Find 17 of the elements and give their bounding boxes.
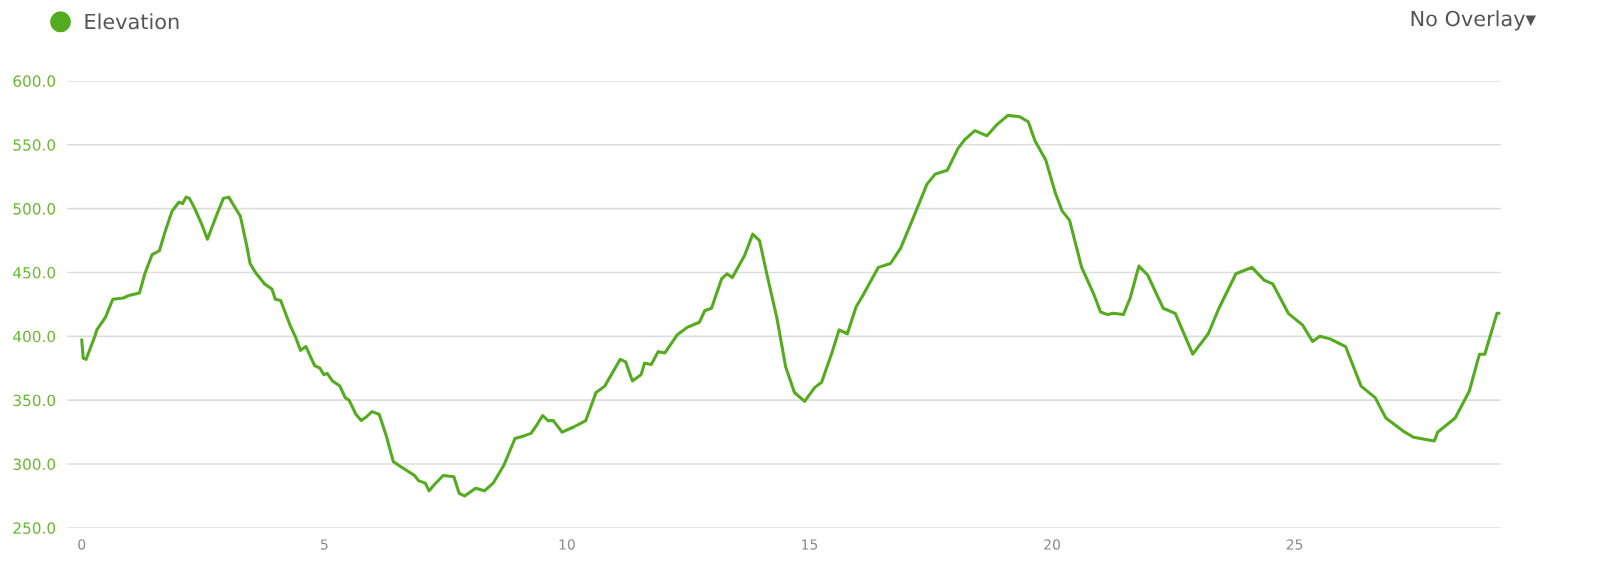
y-tick-label: 350.0 [13,394,56,407]
x-tick-label: 25 [1286,539,1303,550]
y-tick-label: 450.0 [13,266,56,279]
line-series [80,113,1501,498]
y-tick-label: 250.0 [13,522,56,534]
x-tick-label: 20 [1044,539,1060,550]
y-tick-label: 550.0 [13,139,56,151]
x-tick-label: 15 [802,539,818,550]
text: No Overlay▾ [1411,10,1536,31]
x-tick-label: 5 [320,539,328,550]
y-tick-label: 600.0 [13,75,56,87]
y-tick-label: 500.0 [13,203,56,215]
x-tick-label: 10 [559,539,575,550]
y-tick-label: 300.0 [13,458,56,471]
y-tick-label: 400.0 [13,330,56,343]
legend-label: Elevation [85,13,179,30]
x-tick-label: 0 [78,539,86,550]
